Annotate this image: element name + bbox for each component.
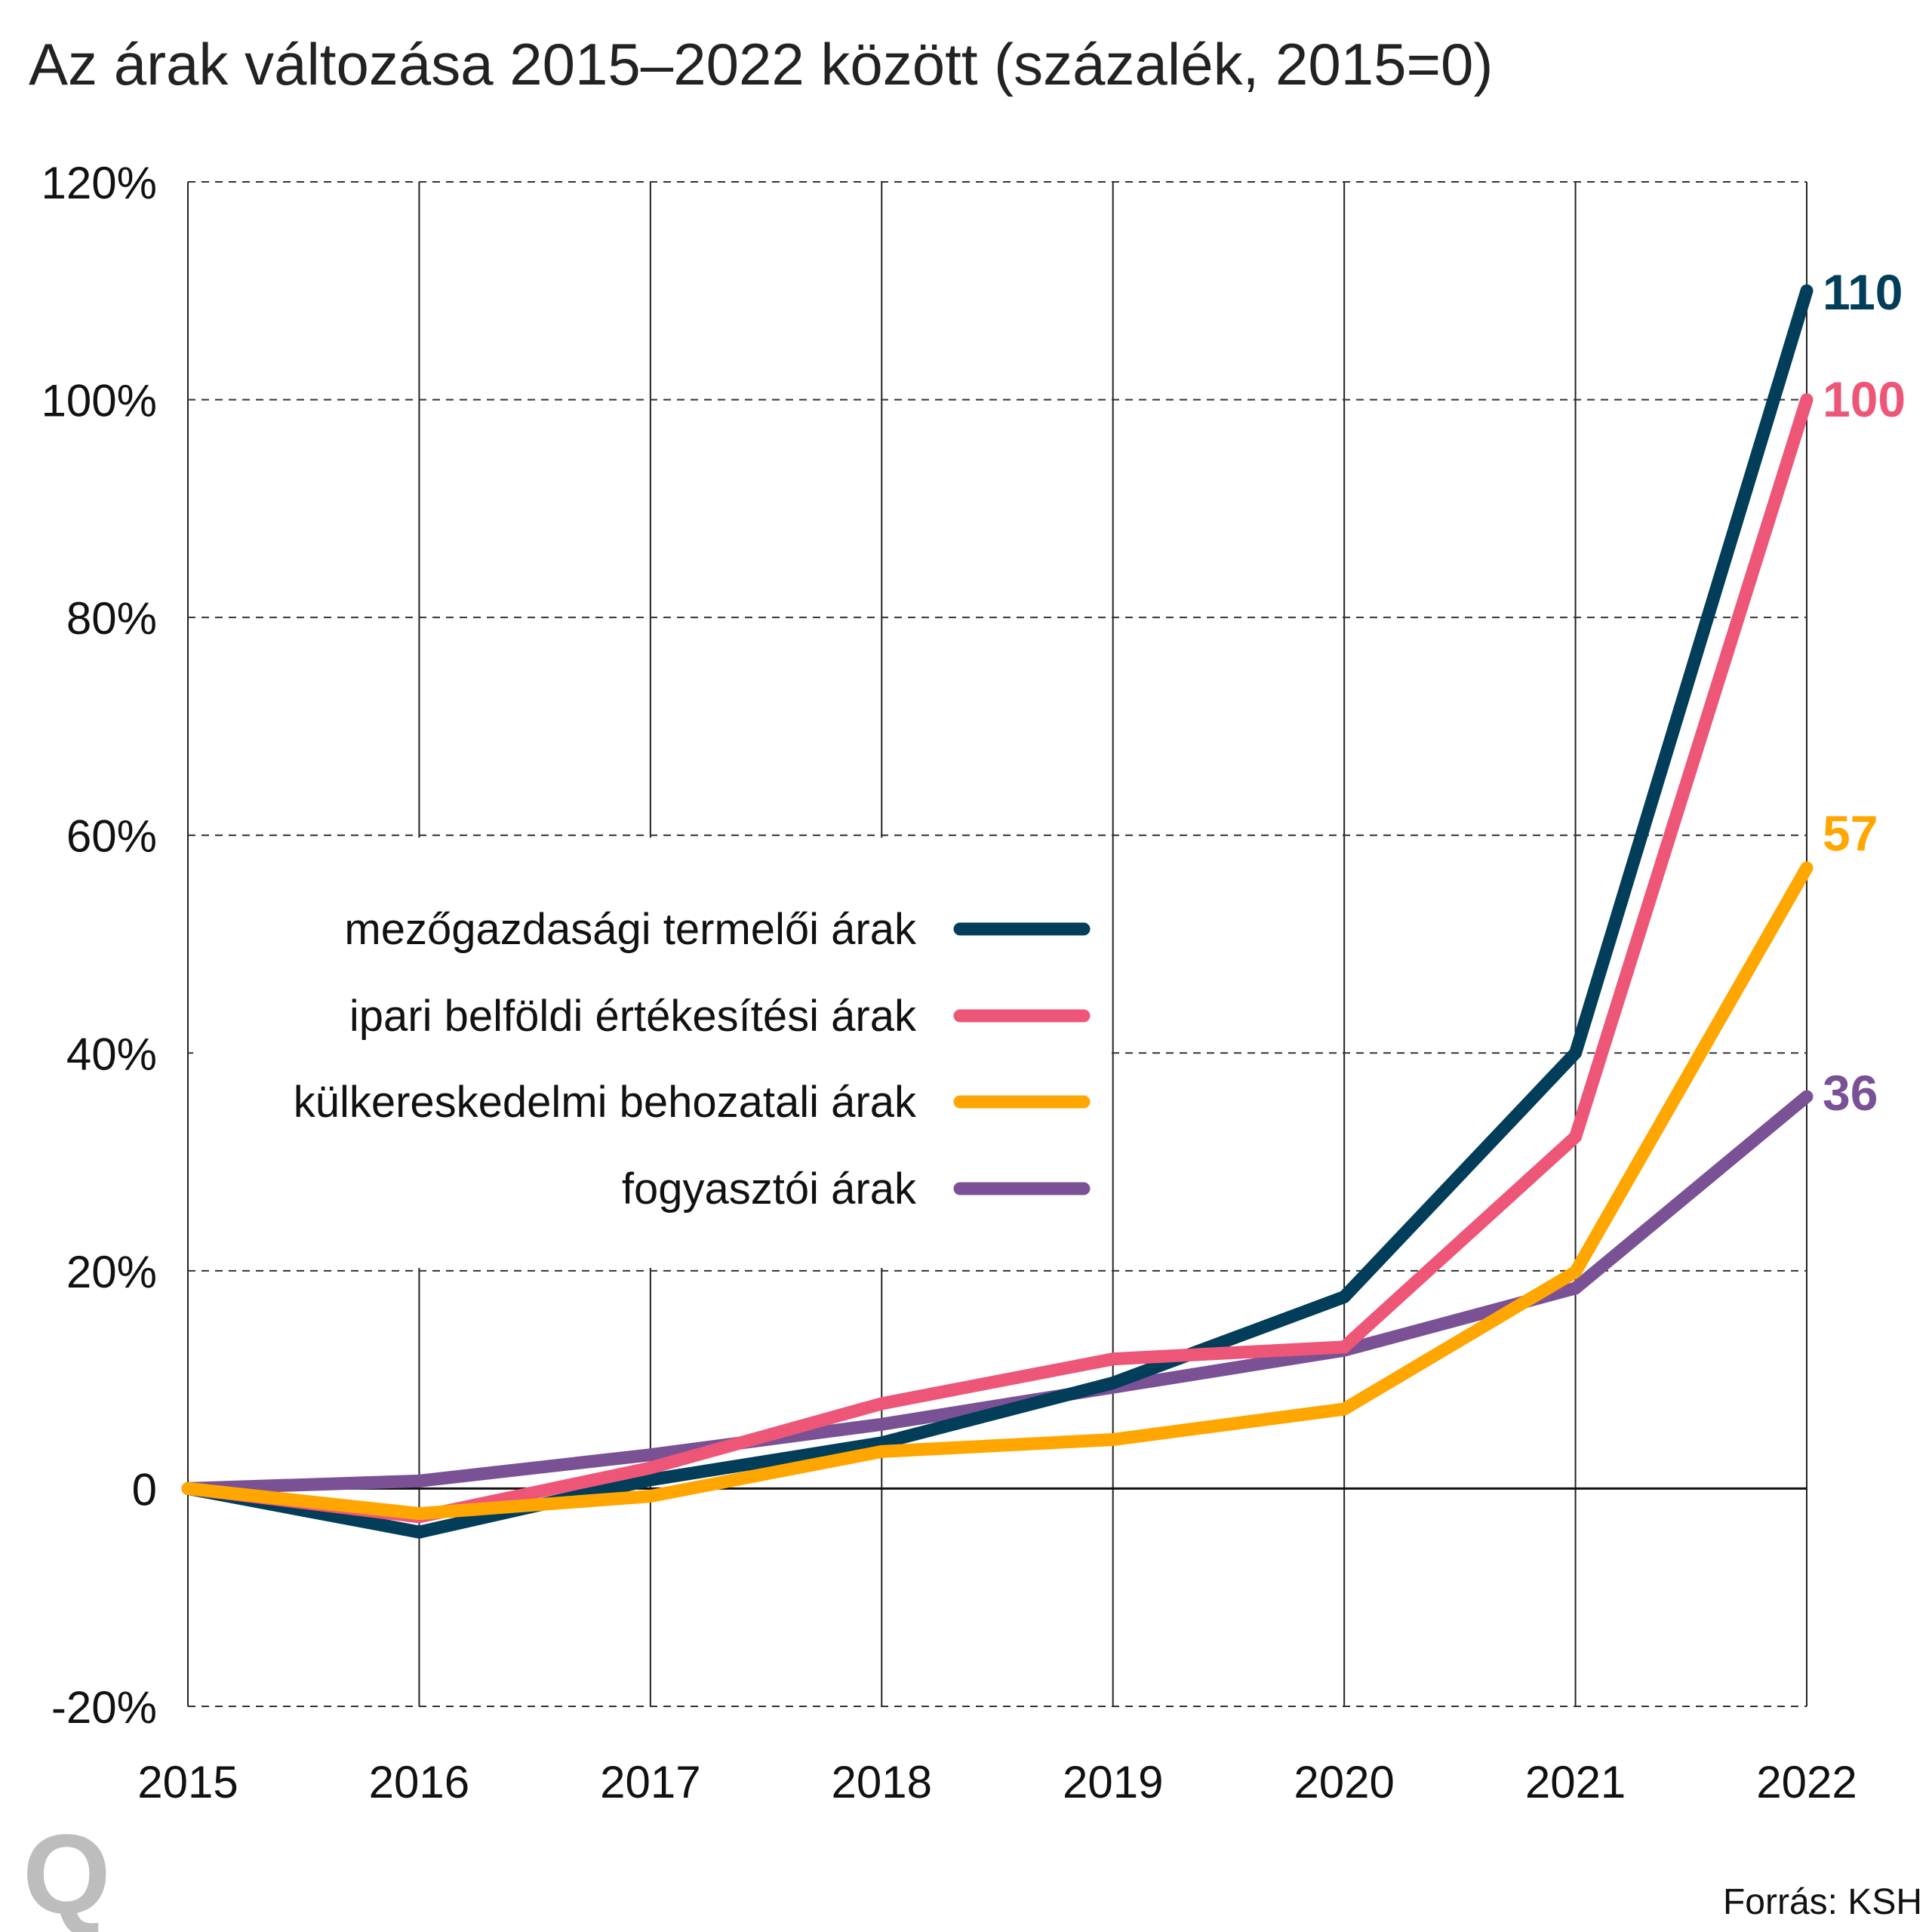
- y-tick-label: -20%: [51, 1682, 157, 1733]
- legend-label: ipari belföldi értékesítési árak: [349, 992, 917, 1041]
- chart-title: Az árak változása 2015–2022 között (száz…: [29, 31, 1493, 97]
- x-tick-label: 2015: [137, 1757, 238, 1807]
- legend-label: fogyasztói árak: [622, 1164, 917, 1214]
- x-tick-label: 2019: [1063, 1757, 1163, 1807]
- legend: mezőgazdasági termelői árak ipari belföld…: [294, 905, 1091, 1214]
- source-note: Forrás: KSH: [1723, 1882, 1922, 1922]
- series-line: [181, 861, 1814, 1521]
- end-value-label: 100: [1823, 371, 1906, 427]
- y-axis: -20% 0 20% 40% 60% 80% 100% 120%: [42, 158, 157, 1733]
- legend-background: [193, 838, 1111, 1268]
- x-tick-label: 2022: [1756, 1757, 1857, 1807]
- legend-label: mezőgazdasági termelői árak: [344, 905, 917, 954]
- end-value-label: 110: [1823, 264, 1903, 320]
- legend-label: külkereskedelmi behozatali árak: [294, 1078, 917, 1127]
- y-tick-label: 40%: [66, 1029, 157, 1079]
- x-tick-label: 2018: [832, 1757, 932, 1807]
- y-tick-label: 100%: [42, 376, 157, 426]
- series-line: [181, 284, 1814, 1539]
- grid: [187, 181, 1807, 1707]
- y-tick-label: 0: [132, 1464, 157, 1515]
- x-tick-label: 2017: [600, 1757, 700, 1807]
- end-value-label: 57: [1823, 805, 1878, 861]
- y-tick-label: 80%: [66, 593, 157, 644]
- series-lines: [181, 284, 1814, 1539]
- y-tick-label: 120%: [42, 158, 157, 208]
- x-tick-label: 2016: [369, 1757, 469, 1807]
- logo: Q: [23, 1810, 111, 1932]
- x-tick-label: 2021: [1525, 1757, 1626, 1807]
- y-tick-label: 20%: [66, 1247, 157, 1297]
- x-tick-label: 2020: [1294, 1757, 1394, 1807]
- end-value-label: 36: [1823, 1065, 1878, 1121]
- x-axis: 2015 2016 2017 2018 2019 2020 2021 2022: [137, 1757, 1857, 1807]
- end-labels: 110 100 57 36: [1823, 264, 1906, 1121]
- y-tick-label: 60%: [66, 811, 157, 862]
